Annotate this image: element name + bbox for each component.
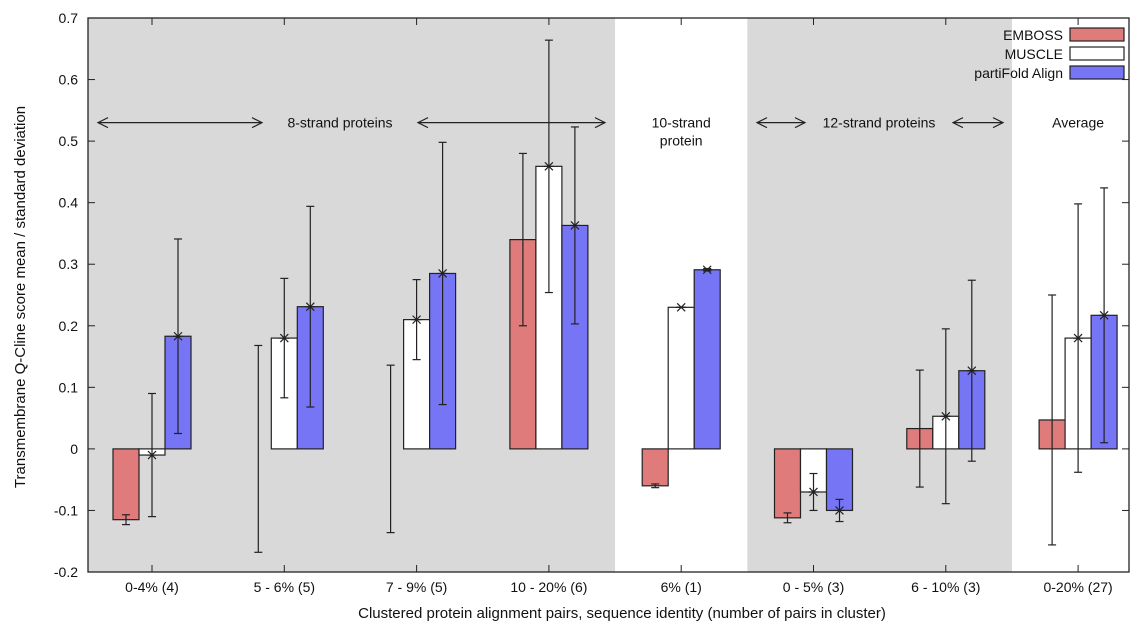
mean-marker <box>676 302 687 312</box>
y-tick-label: 0.1 <box>59 379 79 395</box>
legend-swatch <box>1069 27 1125 42</box>
mean-marker <box>808 487 819 497</box>
mean-marker <box>1099 310 1110 320</box>
y-tick-label: 0.3 <box>59 256 79 272</box>
region-label: Average <box>1052 115 1104 131</box>
mean-marker <box>1073 333 1084 343</box>
legend-swatch <box>1069 46 1125 61</box>
arrow-head-right <box>251 117 264 129</box>
bar <box>641 448 669 487</box>
mean-marker <box>411 315 422 325</box>
arrow-head-left <box>951 117 964 129</box>
region-annotations: 8-strand proteins 10-strand protein 12-stra… <box>96 115 1104 149</box>
x-tick-label: 5 - 6% (5) <box>254 579 315 595</box>
mean-marker <box>279 333 290 343</box>
x-axis-label: Clustered protein alignment pairs, seque… <box>358 605 886 622</box>
mean-marker <box>147 450 157 460</box>
legend: EMBOSS MUSCLE partiFold Align <box>974 27 1125 81</box>
y-axis-label: Transmembrane Q-Cline score mean / stand… <box>12 106 29 488</box>
bar <box>693 269 721 450</box>
y-tick-label: 0.5 <box>59 133 79 149</box>
bar <box>773 448 802 519</box>
arrow-head-right <box>794 117 807 129</box>
mean-marker <box>702 265 713 275</box>
y-tick-label: 0.6 <box>59 72 79 88</box>
arrow-head-left <box>96 117 109 129</box>
x-tick-label: 0-4% (4) <box>125 579 179 595</box>
arrow-head-right <box>992 117 1005 129</box>
region-label: 12-strand proteins <box>823 115 936 131</box>
y-tick-label: 0.2 <box>59 318 79 334</box>
mean-marker <box>437 269 448 278</box>
mean-marker <box>543 161 554 171</box>
legend-swatch <box>1069 65 1125 80</box>
x-tick-label: 0 - 5% (3) <box>783 579 844 595</box>
x-tick-label: 6 - 10% (3) <box>911 579 980 595</box>
y-tick-label: 0 <box>70 441 78 457</box>
mean-marker <box>173 331 183 341</box>
bar <box>667 306 695 450</box>
x-tick-label: 10 - 20% (6) <box>510 579 587 595</box>
plot-frame <box>87 17 1130 573</box>
y-tick-label: -0.2 <box>54 564 78 580</box>
region-label: protein <box>660 133 703 149</box>
legend-label: partiFold Align <box>974 65 1063 81</box>
bar <box>112 448 140 521</box>
mean-marker <box>940 411 951 421</box>
axes: -0.2 -0.1 0 0.1 0.2 0.3 0.4 0.5 0.6 0.7 0-4% (4) 5 … <box>54 10 1130 595</box>
error-bars <box>122 39 1110 553</box>
arrow-head-left <box>755 117 768 129</box>
legend-label: EMBOSS <box>1003 27 1063 43</box>
region-label: 10-strand <box>652 115 711 131</box>
y-tick-label: 0.4 <box>59 195 79 211</box>
mean-marker <box>834 506 845 515</box>
x-tick-label: 0-20% (27) <box>1043 579 1112 595</box>
mean-marker <box>305 302 316 312</box>
x-tick-label: 6% (1) <box>661 579 702 595</box>
mean-marker <box>966 366 977 376</box>
x-tick-label: 7 - 9% (5) <box>386 579 447 595</box>
region-label: 8-strand proteins <box>287 115 392 131</box>
arrow-head-right <box>594 117 607 129</box>
legend-label: MUSCLE <box>1005 46 1063 62</box>
y-tick-label: 0.7 <box>59 10 79 26</box>
y-tick-label: -0.1 <box>54 502 78 518</box>
arrow-head-left <box>416 117 429 129</box>
mean-marker <box>569 221 580 230</box>
